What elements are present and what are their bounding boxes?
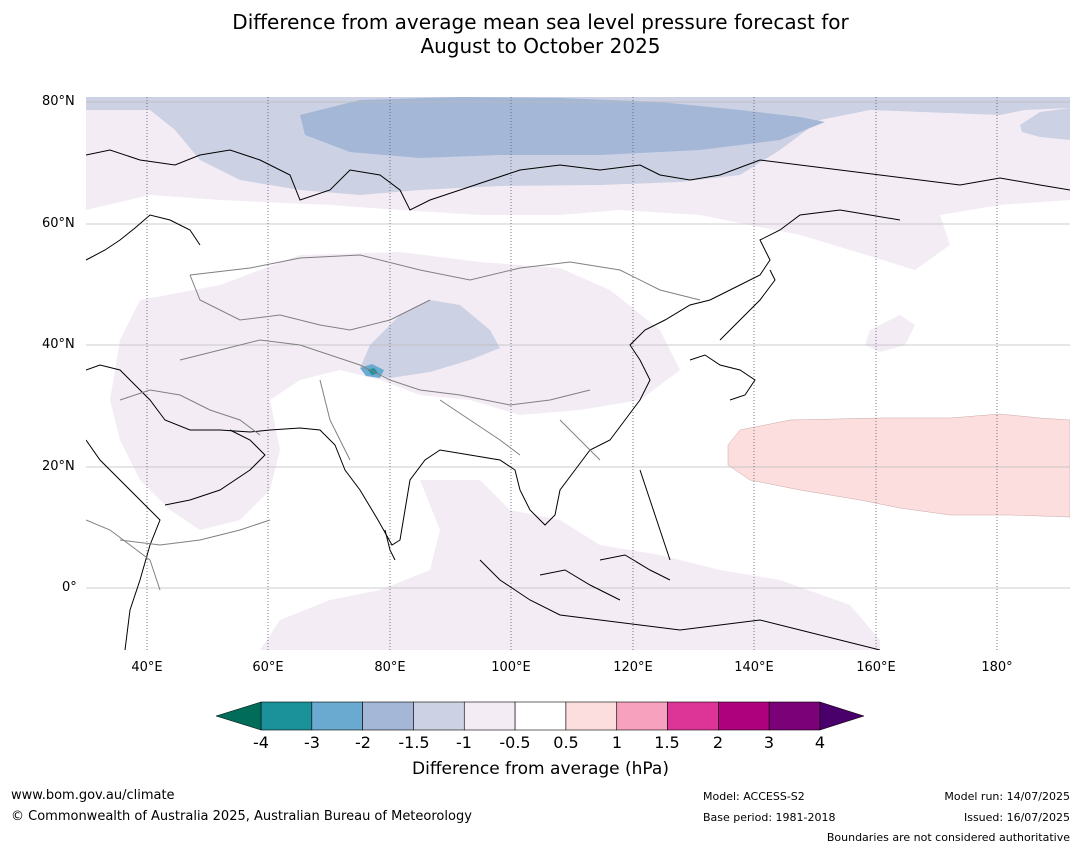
lon-label-120e: 120°E <box>613 660 653 675</box>
colorbar-segment <box>463 701 516 731</box>
colorbar-segment <box>514 701 567 731</box>
colorbar-segment <box>616 701 668 731</box>
footer-base-period: Base period: 1981-2018 <box>703 811 836 824</box>
colorbar-segment <box>667 701 719 731</box>
footer-model: Model: ACCESS-S2 <box>703 790 805 803</box>
footer-copyright: © Commonwealth of Australia 2025, Austra… <box>11 809 472 824</box>
title-line-2: August to October 2025 <box>420 34 661 58</box>
colorbar-tick-neg4: -4 <box>253 733 269 752</box>
pressure-anomaly-map <box>86 97 1070 650</box>
anomaly-band-pos-0.5 <box>727 413 1070 518</box>
lon-label-180: 180° <box>981 660 1013 675</box>
colorbar-tick-neg2: -2 <box>355 733 371 752</box>
anomaly-band-neg-0.5-south <box>260 480 880 650</box>
anomaly-band-neg-0.5-central-asia <box>110 252 680 530</box>
colorbar-tick-1.5: 1.5 <box>654 733 680 752</box>
colorbar-tick-3: 3 <box>763 733 775 752</box>
anomaly-band-neg-1-tibet <box>360 300 500 378</box>
colorbar-segment <box>362 701 414 731</box>
colorbar-segment <box>260 701 313 731</box>
title-line-1: Difference from average mean sea level p… <box>232 10 849 34</box>
colorbar-tick-4: 4 <box>814 733 826 752</box>
colorbar-segment <box>565 701 618 731</box>
colorbar-tick-1: 1 <box>611 733 623 752</box>
colorbar-tick-neg0.5: -0.5 <box>499 733 531 752</box>
colorbar-segment <box>311 701 363 731</box>
anomaly-band-neg-1-east-arctic <box>1020 108 1070 140</box>
country-borders <box>86 254 701 591</box>
lon-label-80e: 80°E <box>374 660 406 675</box>
lon-label-140e: 140°E <box>734 660 774 675</box>
colorbar-tick-neg1.5: -1.5 <box>398 733 430 752</box>
lon-label-60e: 60°E <box>252 660 284 675</box>
map-title: Difference from average mean sea level p… <box>0 10 1081 58</box>
colorbar-segments <box>260 701 821 731</box>
footer-issued: Issued: 16/07/2025 <box>963 811 1070 824</box>
colorbar-segment <box>718 701 770 731</box>
lat-label-0: 0° <box>62 580 77 595</box>
lat-label-40n: 40°N <box>42 337 75 352</box>
anomaly-band-neg-0.5-east <box>865 315 915 352</box>
lon-label-40e: 40°E <box>131 660 163 675</box>
lat-label-20n: 20°N <box>42 459 75 474</box>
colorbar-segment <box>413 701 465 731</box>
anomaly-band-neg-1.5 <box>300 97 825 158</box>
meridians <box>146 97 998 650</box>
footer-website: www.bom.gov.au/climate <box>11 788 175 803</box>
graticule <box>86 101 1070 589</box>
colorbar-under-arrow <box>215 701 262 731</box>
colorbar-tick-neg1: -1 <box>456 733 472 752</box>
lon-label-100e: 100°E <box>491 660 531 675</box>
colorbar-over-arrow <box>819 701 865 731</box>
colorbar-tick-0.5: 0.5 <box>553 733 579 752</box>
coastlines <box>86 149 1070 650</box>
footer-model-run: Model run: 14/07/2025 <box>944 790 1070 803</box>
colorbar <box>215 701 865 731</box>
lat-label-60n: 60°N <box>42 216 75 231</box>
footer-disclaimer: Boundaries are not considered authoritat… <box>826 831 1070 844</box>
lat-label-80n: 80°N <box>42 94 75 109</box>
colorbar-tick-neg3: -3 <box>304 733 320 752</box>
colorbar-title: Difference from average (hPa) <box>412 759 669 779</box>
lon-label-160e: 160°E <box>856 660 896 675</box>
colorbar-segment <box>768 701 821 731</box>
colorbar-tick-2: 2 <box>712 733 724 752</box>
